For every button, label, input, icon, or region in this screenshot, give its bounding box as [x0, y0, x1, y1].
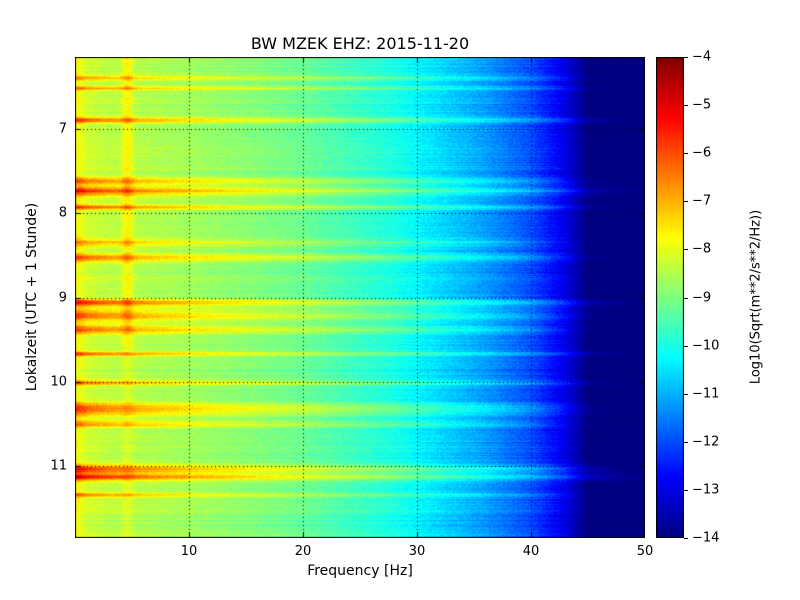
grid-overlay-canvas — [75, 57, 645, 538]
colorbar-tick-label: −9 — [692, 290, 712, 305]
x-axis-label: Frequency [Hz] — [307, 563, 413, 579]
colorbar-tick-mark — [684, 105, 688, 106]
colorbar-tick-mark — [684, 201, 688, 202]
colorbar-canvas — [656, 57, 684, 538]
y-tick-label: 10 — [50, 374, 67, 390]
colorbar-tick-label: −12 — [692, 434, 720, 450]
colorbar — [656, 57, 684, 538]
colorbar-tick-label: −6 — [692, 145, 712, 161]
colorbar-tick-mark — [684, 538, 688, 539]
colorbar-tick-label: −8 — [692, 241, 712, 257]
plot-area — [75, 57, 645, 538]
colorbar-tick-mark — [684, 394, 688, 395]
x-tick-label: 20 — [294, 544, 312, 559]
colorbar-tick-mark — [684, 490, 688, 491]
colorbar-tick-mark — [684, 442, 688, 443]
x-tick-label: 50 — [636, 544, 654, 559]
colorbar-tick-label: −14 — [692, 530, 720, 546]
x-tick-label: 30 — [408, 544, 426, 559]
colorbar-tick-mark — [684, 57, 688, 58]
colorbar-tick-label: −11 — [692, 386, 720, 402]
colorbar-tick-mark — [684, 153, 688, 154]
colorbar-tick-label: −13 — [692, 482, 720, 498]
y-tick-label: 7 — [58, 121, 67, 137]
colorbar-label: Log10(Sqrt(m**2/s**2/Hz)) — [748, 209, 764, 385]
x-tick-label: 10 — [180, 544, 198, 559]
y-tick-label: 9 — [58, 290, 67, 305]
colorbar-tick-mark — [684, 346, 688, 347]
colorbar-tick-mark — [684, 298, 688, 299]
colorbar-tick-label: −5 — [692, 97, 712, 113]
colorbar-tick-mark — [684, 249, 688, 250]
colorbar-tick-label: −10 — [692, 338, 720, 354]
chart-title: BW MZEK EHZ: 2015-11-20 — [250, 34, 470, 53]
x-tick-label: 40 — [522, 544, 540, 559]
y-tick-label: 11 — [50, 458, 67, 474]
y-tick-label: 8 — [58, 205, 67, 221]
colorbar-tick-label: −4 — [692, 49, 712, 65]
colorbar-tick-label: −7 — [692, 193, 712, 209]
